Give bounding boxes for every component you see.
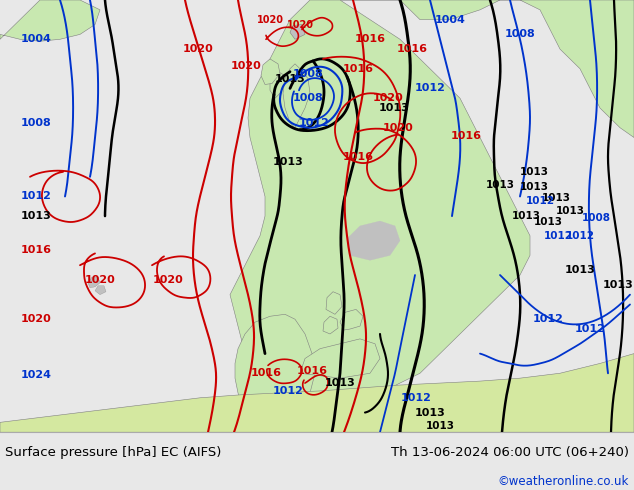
Text: 1012: 1012 <box>526 196 555 206</box>
Polygon shape <box>88 277 100 288</box>
Text: 1013: 1013 <box>519 167 548 177</box>
Polygon shape <box>340 0 634 138</box>
Text: 1008: 1008 <box>21 118 51 128</box>
Text: 1016: 1016 <box>297 367 328 376</box>
Polygon shape <box>0 354 634 432</box>
Text: 1012: 1012 <box>20 192 51 201</box>
Text: 1016: 1016 <box>250 368 281 378</box>
Text: 1013: 1013 <box>512 211 541 221</box>
Polygon shape <box>300 339 380 378</box>
Text: 1012: 1012 <box>533 314 564 324</box>
Text: 1004: 1004 <box>434 15 465 24</box>
Polygon shape <box>340 309 363 330</box>
Text: 1008: 1008 <box>505 29 535 39</box>
Polygon shape <box>323 316 338 334</box>
Text: 1013: 1013 <box>519 182 548 192</box>
Text: 1020: 1020 <box>153 275 183 285</box>
Text: 1012: 1012 <box>401 393 432 403</box>
Polygon shape <box>283 64 310 128</box>
Text: 1012: 1012 <box>415 83 446 94</box>
Polygon shape <box>326 292 342 314</box>
Text: 1013: 1013 <box>378 103 410 113</box>
Text: 1004: 1004 <box>20 34 51 44</box>
Text: 1020: 1020 <box>287 20 313 29</box>
Text: 1013: 1013 <box>325 378 356 388</box>
Text: 1020: 1020 <box>21 314 51 324</box>
Polygon shape <box>0 0 100 41</box>
Text: 1013: 1013 <box>555 206 585 216</box>
Text: 1008: 1008 <box>293 69 323 79</box>
Text: 1013: 1013 <box>603 280 633 290</box>
Polygon shape <box>235 314 315 432</box>
Text: Surface pressure [hPa] EC (AIFS): Surface pressure [hPa] EC (AIFS) <box>5 446 221 459</box>
Polygon shape <box>95 286 106 294</box>
Text: 1020: 1020 <box>231 61 261 71</box>
Text: 1016: 1016 <box>396 44 427 54</box>
Text: 1008: 1008 <box>293 93 323 103</box>
Text: 1020: 1020 <box>84 275 115 285</box>
Text: 1020: 1020 <box>183 44 214 54</box>
Text: 1013: 1013 <box>275 74 306 84</box>
Text: 1012: 1012 <box>574 324 605 334</box>
Text: 1016: 1016 <box>20 245 51 255</box>
Text: 1012: 1012 <box>273 386 304 396</box>
Text: 1012: 1012 <box>543 231 573 241</box>
Text: 1020: 1020 <box>383 122 413 133</box>
Text: 1012: 1012 <box>566 231 595 241</box>
Polygon shape <box>348 221 400 260</box>
Text: 1013: 1013 <box>486 180 515 190</box>
Text: 1013: 1013 <box>565 265 595 275</box>
Text: 1020: 1020 <box>373 93 403 103</box>
Text: 1016: 1016 <box>342 64 373 74</box>
Polygon shape <box>230 0 530 432</box>
Text: 1013: 1013 <box>21 211 51 221</box>
Text: Th 13-06-2024 06:00 UTC (06+240): Th 13-06-2024 06:00 UTC (06+240) <box>391 446 629 459</box>
Text: 1012: 1012 <box>299 118 330 128</box>
Text: 1016: 1016 <box>451 130 481 141</box>
Text: 1024: 1024 <box>20 370 51 380</box>
Text: 1016: 1016 <box>354 34 385 44</box>
Text: 1016: 1016 <box>342 152 373 162</box>
Text: 1008: 1008 <box>581 213 611 223</box>
Text: 1013: 1013 <box>533 217 562 227</box>
Text: 1013: 1013 <box>541 194 571 203</box>
Text: ©weatheronline.co.uk: ©weatheronline.co.uk <box>498 475 629 488</box>
Text: 1020: 1020 <box>257 15 283 24</box>
Text: 1013: 1013 <box>425 421 455 431</box>
Polygon shape <box>270 71 285 98</box>
Polygon shape <box>261 59 280 84</box>
Polygon shape <box>290 24 305 39</box>
Text: 1013: 1013 <box>273 157 304 167</box>
Text: 1013: 1013 <box>415 408 445 417</box>
